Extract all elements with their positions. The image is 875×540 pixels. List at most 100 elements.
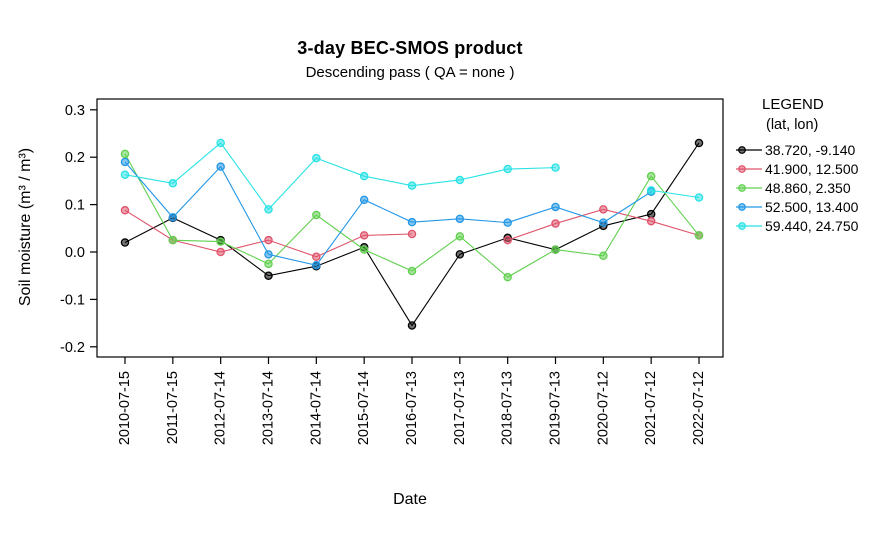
legend-label: 59.440, 24.750 xyxy=(765,217,859,234)
chart-subtitle: Descending pass ( QA = none ) xyxy=(305,64,515,81)
data-point-2-0 xyxy=(120,149,130,159)
data-point-1-6 xyxy=(407,229,417,239)
data-point-4-7 xyxy=(455,175,465,185)
y-tick-label: -0.2 xyxy=(60,340,85,356)
data-point-4-11 xyxy=(646,186,656,195)
data-point-4-9 xyxy=(551,163,560,172)
data-point-1-3 xyxy=(264,235,273,245)
legend-line-marker-icon xyxy=(736,202,762,211)
x-tick-label: 2014-07-14 xyxy=(308,371,324,445)
data-point-3-8 xyxy=(503,218,512,227)
data-point-2-2 xyxy=(216,237,225,246)
data-point-3-10 xyxy=(599,218,608,227)
data-point-4-6 xyxy=(407,181,417,190)
legend-entry-4: 59.440, 24.750 xyxy=(735,216,873,235)
legend-label: 38.720, -9.140 xyxy=(765,141,856,158)
series-line-1 xyxy=(124,209,413,258)
legend-label: 41.900, 12.500 xyxy=(765,160,859,177)
data-point-0-12 xyxy=(694,138,704,148)
data-point-2-6 xyxy=(407,266,417,276)
y-tick-label: 0.1 xyxy=(65,198,85,214)
x-tick-label: 2022-07-12 xyxy=(691,371,707,445)
legend-title: LEGEND xyxy=(762,96,824,113)
data-point-1-0 xyxy=(120,206,130,215)
x-tick-label: 2010-07-15 xyxy=(117,371,133,445)
x-tick-label: 2021-07-12 xyxy=(643,371,659,445)
data-point-0-3 xyxy=(264,271,273,280)
data-point-2-7 xyxy=(455,232,465,241)
data-point-1-10 xyxy=(599,205,608,214)
data-point-1-9 xyxy=(551,219,560,228)
data-point-0-11 xyxy=(646,209,656,219)
data-point-2-4 xyxy=(312,210,321,220)
data-point-3-1 xyxy=(168,213,178,222)
y-tick-label: 0.0 xyxy=(65,245,85,261)
y-tick-label: 0.3 xyxy=(65,103,85,119)
data-point-4-3 xyxy=(264,205,273,214)
x-tick-label: 2012-07-14 xyxy=(213,371,229,445)
chart-legend: LEGEND (lat, lon) 38.720, -9.140 41.900, … xyxy=(735,96,873,235)
data-point-3-5 xyxy=(359,195,369,205)
x-tick-label: 2017-07-13 xyxy=(452,371,468,445)
data-point-3-9 xyxy=(551,202,560,212)
legend-entry-3: 52.500, 13.400 xyxy=(735,197,873,216)
data-point-3-2 xyxy=(216,162,225,171)
y-tick-label: 0.2 xyxy=(65,150,85,166)
x-tick-label: 2013-07-14 xyxy=(261,371,277,445)
x-tick-label: 2018-07-13 xyxy=(500,371,516,445)
data-point-2-8 xyxy=(503,272,512,282)
data-point-2-3 xyxy=(264,259,273,269)
series-line-3 xyxy=(124,161,652,266)
data-point-2-1 xyxy=(168,235,178,245)
data-point-3-6 xyxy=(407,217,417,227)
data-point-2-9 xyxy=(551,245,560,254)
x-tick-label: 2016-07-13 xyxy=(404,371,420,445)
legend-entries: 38.720, -9.140 41.900, 12.500 48.860, 2.35… xyxy=(735,140,873,235)
data-point-4-8 xyxy=(503,164,512,174)
x-tick-label: 2011-07-15 xyxy=(165,371,181,444)
series-line-4 xyxy=(124,142,556,211)
data-point-3-0 xyxy=(120,157,130,167)
x-tick-label: 2015-07-14 xyxy=(356,371,372,445)
plot-border xyxy=(96,98,724,358)
y-tick-label: -0.1 xyxy=(60,292,85,308)
series-line-2 xyxy=(124,153,700,278)
data-point-0-0 xyxy=(120,238,130,247)
chart-title: 3-day BEC-SMOS product xyxy=(297,38,523,58)
legend-line-marker-icon xyxy=(736,221,762,230)
legend-label: 48.860, 2.350 xyxy=(765,179,851,196)
data-point-4-5 xyxy=(359,171,369,181)
data-point-0-6 xyxy=(407,321,417,330)
data-point-4-12 xyxy=(694,193,704,202)
legend-label: 52.500, 13.400 xyxy=(765,198,859,215)
data-point-4-0 xyxy=(120,170,130,179)
data-point-0-7 xyxy=(455,250,465,259)
data-point-2-10 xyxy=(599,251,608,261)
legend-entry-2: 48.860, 2.350 xyxy=(735,178,873,197)
data-point-3-4 xyxy=(312,261,321,270)
x-tick-label: 2019-07-13 xyxy=(548,371,564,445)
data-point-3-7 xyxy=(455,214,465,224)
series-line-4 xyxy=(651,189,700,199)
data-point-1-11 xyxy=(646,216,656,226)
legend-line-marker-icon xyxy=(736,183,762,192)
legend-entry-1: 41.900, 12.500 xyxy=(735,159,873,178)
data-point-1-5 xyxy=(359,231,369,240)
legend-line-marker-icon xyxy=(736,145,762,154)
legend-entry-0: 38.720, -9.140 xyxy=(735,140,873,159)
data-point-4-4 xyxy=(312,153,321,163)
x-axis-label: Date xyxy=(393,491,427,508)
data-point-2-12 xyxy=(694,231,704,240)
data-point-4-2 xyxy=(216,138,225,148)
legend-line-marker-icon xyxy=(736,164,762,173)
data-point-2-11 xyxy=(646,171,656,181)
data-point-3-3 xyxy=(264,250,273,259)
data-point-2-5 xyxy=(359,245,369,254)
legend-subtitle: (lat, lon) xyxy=(766,117,819,133)
data-point-4-1 xyxy=(168,179,178,188)
data-point-1-2 xyxy=(216,247,225,257)
x-tick-label: 2020-07-12 xyxy=(595,371,611,445)
data-point-1-4 xyxy=(312,252,321,261)
